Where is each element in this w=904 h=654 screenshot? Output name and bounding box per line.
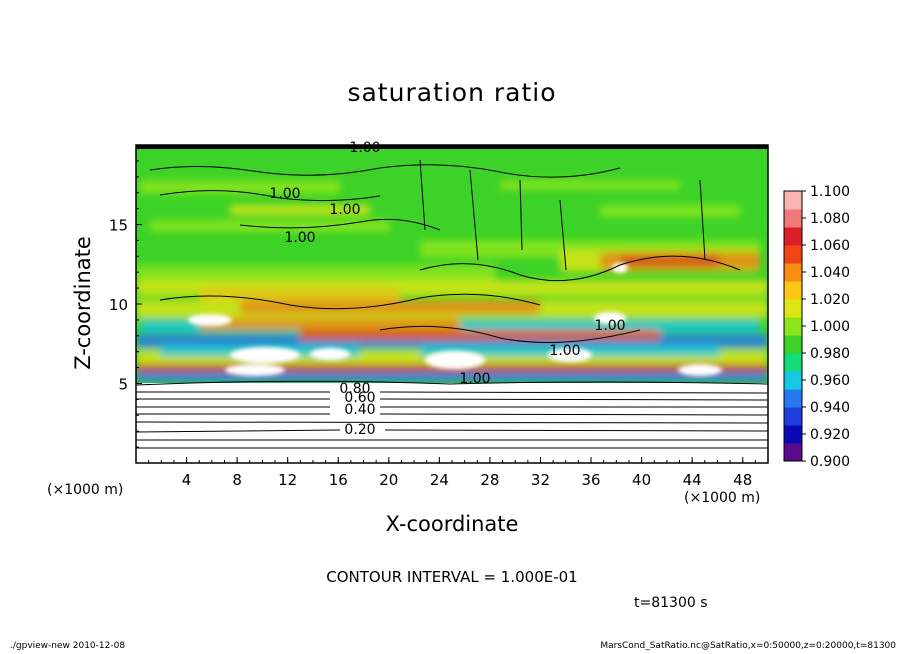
x-unit-left: (×1000 m) bbox=[47, 482, 124, 498]
colorbar-swatch bbox=[784, 389, 802, 408]
contour-label: 1.00 bbox=[594, 318, 625, 334]
colorbar-swatch bbox=[784, 209, 802, 228]
x-tick-label: 12 bbox=[278, 471, 297, 489]
x-tick-label: 36 bbox=[581, 471, 600, 489]
chart-title: saturation ratio bbox=[347, 78, 557, 107]
colorbar-tick-label: 0.900 bbox=[810, 454, 850, 470]
contour-label: 1.00 bbox=[349, 140, 380, 156]
time-label: t=81300 s bbox=[634, 595, 708, 611]
x-tick-label: 28 bbox=[480, 471, 499, 489]
colorbar-tick-label: 0.940 bbox=[810, 400, 850, 416]
colorbar-tick-label: 1.020 bbox=[810, 292, 850, 308]
contour-label: 1.00 bbox=[329, 202, 360, 218]
x-axis-label: X-coordinate bbox=[385, 512, 519, 536]
x-tick-label: 48 bbox=[733, 471, 752, 489]
y-ticks: 5 10 15 bbox=[109, 144, 142, 464]
colorbar-swatch bbox=[784, 407, 802, 426]
footer-right: MarsCond_SatRatio.nc@SatRatio,x=0:50000,… bbox=[600, 641, 896, 651]
colorbar-swatch bbox=[784, 335, 802, 354]
colorbar-tick-label: 1.040 bbox=[810, 265, 850, 281]
contour-label-layer: 1.00 1.00 1.00 1.00 1.00 1.00 1.00 0.800.600.40… bbox=[269, 140, 625, 438]
y-tick-label: 5 bbox=[118, 376, 128, 394]
colorbar: 1.100 1.080 1.060 1.040 1.020 1.000 0.980 0.960… bbox=[783, 184, 850, 470]
contour-label: 1.00 bbox=[549, 343, 580, 359]
colorbar-swatch bbox=[784, 227, 802, 246]
colorbar-swatch bbox=[784, 353, 802, 372]
colorbar-tick-label: 1.000 bbox=[810, 319, 850, 335]
colorbar-swatch bbox=[784, 191, 802, 210]
colorbar-swatch bbox=[784, 317, 802, 336]
colorbar-tick-label: 0.960 bbox=[810, 373, 850, 389]
contour-label: 0.60 bbox=[344, 390, 375, 406]
colorbar-swatch bbox=[784, 263, 802, 282]
colorbar-swatch bbox=[784, 371, 802, 390]
colorbar-swatch bbox=[784, 443, 802, 462]
x-unit-right: (×1000 m) bbox=[684, 490, 761, 506]
contour-interval: CONTOUR INTERVAL = 1.000E-01 bbox=[326, 568, 578, 586]
colorbar-tick-label: 1.080 bbox=[810, 211, 850, 227]
y-tick-label: 15 bbox=[109, 217, 128, 235]
x-tick-label: 16 bbox=[329, 471, 348, 489]
contour-label: 1.00 bbox=[269, 186, 300, 202]
contour-label: 0.20 bbox=[344, 422, 375, 438]
footer-left: ./gpview-new 2010-12-08 bbox=[10, 641, 126, 651]
colorbar-tick-label: 0.980 bbox=[810, 346, 850, 362]
x-tick-label: 24 bbox=[430, 471, 449, 489]
contour-label: 1.00 bbox=[459, 371, 490, 387]
contour-lines bbox=[135, 159, 769, 449]
colorbar-swatch bbox=[784, 281, 802, 300]
colorbar-tick-label: 1.100 bbox=[810, 184, 850, 200]
contour-label: 0.40 bbox=[344, 402, 375, 418]
x-ticks: 4 8 12 16 20 24 28 32 36 40 44 48 bbox=[135, 457, 769, 489]
contour-label: 0.80 bbox=[339, 381, 370, 397]
x-tick-label: 44 bbox=[683, 471, 702, 489]
x-tick-label: 40 bbox=[632, 471, 651, 489]
colorbar-swatch bbox=[784, 245, 802, 264]
x-tick-label: 8 bbox=[232, 471, 242, 489]
colorbar-swatch bbox=[784, 425, 802, 444]
heatmap-field bbox=[136, 145, 768, 463]
y-tick-label: 10 bbox=[109, 296, 128, 314]
contour-label: 1.00 bbox=[284, 230, 315, 246]
x-tick-label: 20 bbox=[379, 471, 398, 489]
x-tick-label: 32 bbox=[531, 471, 550, 489]
colorbar-tick-label: 1.060 bbox=[810, 238, 850, 254]
colorbar-swatch bbox=[784, 299, 802, 318]
x-tick-label: 4 bbox=[182, 471, 192, 489]
colorbar-tick-label: 0.920 bbox=[810, 427, 850, 443]
